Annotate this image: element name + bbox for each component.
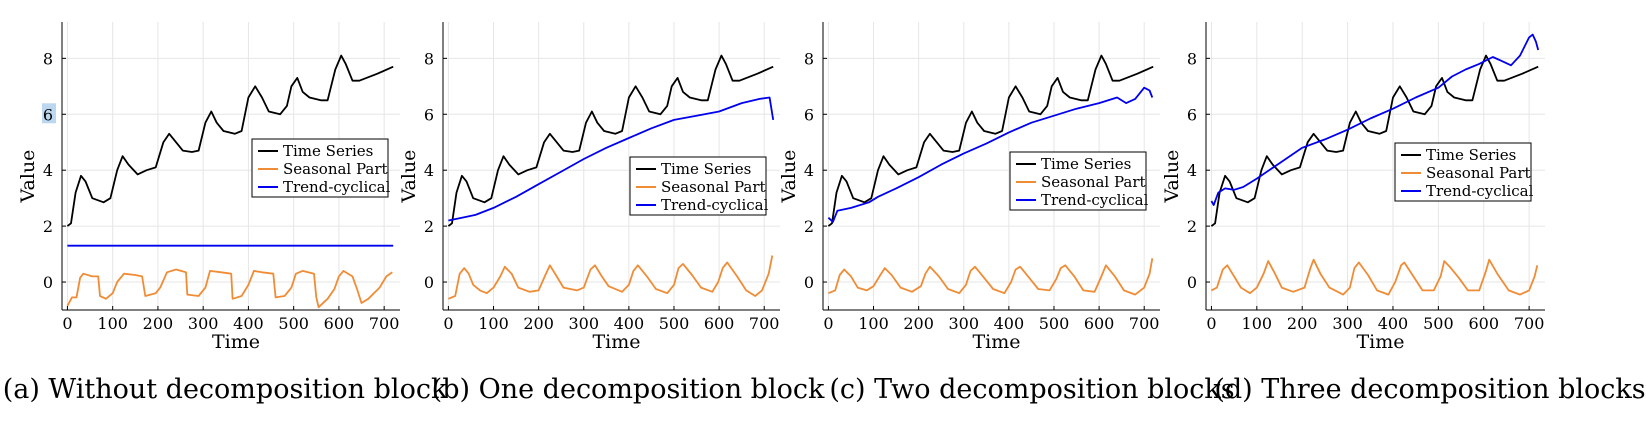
series-line-trend-cyclical — [1210, 33, 1540, 206]
y-tick-label: 8 — [424, 49, 434, 68]
y-tick-label: 8 — [43, 49, 53, 68]
x-tick-label: 100 — [858, 314, 889, 333]
x-tick-label: 500 — [1423, 314, 1454, 333]
legend-label: Time Series — [1426, 146, 1516, 164]
y-tick-label: 8 — [804, 49, 814, 68]
caption-c: (c) Two decomposition blocks — [829, 374, 1234, 405]
y-tick-label: 0 — [1187, 273, 1197, 292]
x-axis-label: Time — [592, 331, 640, 353]
y-tick-label: 2 — [1187, 217, 1197, 236]
x-tick-label: 200 — [523, 314, 554, 333]
x-tick-label: 100 — [1242, 314, 1273, 333]
legend-label: Trend-cyclical — [1041, 191, 1149, 209]
panel-d: (d) Three decomposition blocks 0 100 200 30… — [1161, 22, 1646, 405]
x-axis-label: Time — [1356, 331, 1404, 353]
legend-label: Seasonal Part — [283, 160, 388, 178]
y-tick-label: 6 — [43, 105, 53, 124]
x-tick-label: 700 — [369, 314, 400, 333]
legend-label: Trend-cyclical — [283, 178, 391, 196]
x-axis-label: Time — [212, 331, 260, 353]
y-tick-label: 0 — [804, 273, 814, 292]
x-tick-label: 600 — [1468, 314, 1499, 333]
x-tick-label: 200 — [143, 314, 174, 333]
legend-label: Time Series — [1041, 155, 1131, 173]
y-tick-label: 2 — [424, 217, 434, 236]
y-tick-label: 6 — [1187, 105, 1197, 124]
y-axis-label: Value — [1161, 150, 1183, 204]
legend-label: Trend-cyclical — [1426, 182, 1534, 200]
series-line-seasonal-part — [66, 268, 393, 309]
series-line-seasonal-part — [448, 255, 774, 300]
legend-label: Seasonal Part — [1426, 164, 1531, 182]
panel-c: (c) Two decomposition blocks 0 100 200 300 4… — [778, 22, 1235, 405]
x-tick-label: 0 — [443, 314, 453, 333]
caption-d: (d) Three decomposition blocks — [1214, 374, 1645, 405]
x-tick-label: 500 — [278, 314, 309, 333]
x-tick-label: 500 — [1039, 314, 1070, 333]
y-tick-label: 4 — [1187, 161, 1197, 180]
x-tick-label: 0 — [823, 314, 833, 333]
x-tick-label: 600 — [704, 314, 735, 333]
y-tick-label: 8 — [1187, 49, 1197, 68]
caption-b: (b) One decomposition block — [432, 374, 825, 405]
x-tick-label: 0 — [1206, 314, 1216, 333]
y-axis-label: Value — [17, 150, 39, 204]
y-axis-label: Value — [398, 150, 420, 204]
x-tick-label: 400 — [614, 314, 645, 333]
x-tick-label: 400 — [994, 314, 1025, 333]
x-tick-label: 400 — [233, 314, 264, 333]
x-tick-label: 400 — [1378, 314, 1409, 333]
x-tick-label: 700 — [1514, 314, 1545, 333]
series-line-time-series — [66, 54, 394, 227]
series-line-time-series — [447, 54, 774, 227]
x-tick-label: 600 — [1084, 314, 1115, 333]
series-line-time-series — [827, 54, 1154, 227]
x-tick-label: 600 — [324, 314, 355, 333]
series-line-trend-cyclical — [448, 96, 775, 222]
y-tick-label: 0 — [43, 273, 53, 292]
series-line-seasonal-part — [1210, 258, 1539, 296]
x-tick-label: 300 — [948, 314, 979, 333]
x-tick-label: 100 — [478, 314, 509, 333]
panel-a: (a) Without decomposition block 0 100 200 3… — [3, 22, 448, 405]
y-tick-label: 4 — [804, 161, 814, 180]
x-tick-label: 300 — [568, 314, 599, 333]
tick-highlight — [42, 103, 56, 124]
legend-label: Time Series — [661, 160, 751, 178]
legend-label: Seasonal Part — [661, 178, 766, 196]
panel-b: (b) One decomposition block 0 100 200 300 40… — [398, 22, 825, 405]
legend-label: Time Series — [283, 142, 373, 160]
x-tick-label: 200 — [1287, 314, 1318, 333]
legend-label: Seasonal Part — [1041, 173, 1146, 191]
y-tick-label: 2 — [804, 217, 814, 236]
y-tick-label: 4 — [43, 161, 53, 180]
x-tick-label: 300 — [188, 314, 219, 333]
x-tick-label: 700 — [1129, 314, 1160, 333]
y-tick-label: 6 — [424, 105, 434, 124]
x-tick-label: 200 — [903, 314, 934, 333]
x-tick-label: 300 — [1332, 314, 1363, 333]
y-tick-label: 6 — [804, 105, 814, 124]
y-axis-label: Value — [778, 150, 800, 204]
x-axis-label: Time — [972, 331, 1020, 353]
x-tick-label: 500 — [659, 314, 690, 333]
caption-a: (a) Without decomposition block — [3, 374, 448, 405]
y-tick-label: 0 — [424, 273, 434, 292]
x-tick-label: 700 — [749, 314, 780, 333]
y-tick-label: 2 — [43, 217, 53, 236]
series-line-trend-cyclical — [827, 86, 1154, 223]
series-line-seasonal-part — [828, 258, 1154, 296]
x-tick-label: 100 — [97, 314, 128, 333]
x-tick-label: 0 — [62, 314, 72, 333]
legend-label: Trend-cyclical — [661, 196, 769, 214]
y-tick-label: 4 — [424, 161, 434, 180]
